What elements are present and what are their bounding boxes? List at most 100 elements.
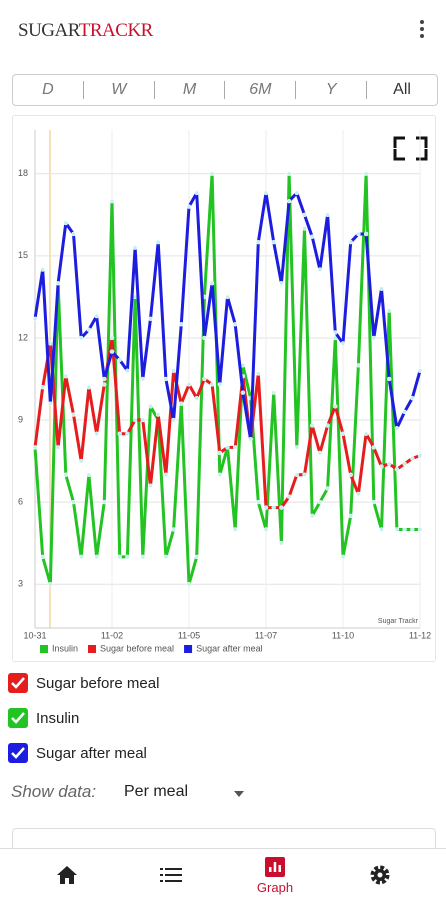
range-option[interactable]: W — [82, 81, 154, 99]
show-data-label: Show data: — [11, 782, 97, 801]
data-point — [363, 431, 369, 436]
list-icon[interactable] — [160, 867, 182, 883]
data-point — [263, 190, 269, 196]
data-point — [333, 335, 338, 341]
data-point — [148, 483, 153, 488]
data-point — [155, 239, 161, 245]
data-point — [232, 322, 238, 327]
legend-label: Sugar after meal — [196, 643, 263, 653]
data-point — [55, 280, 61, 286]
data-point — [86, 472, 92, 478]
data-point — [417, 527, 423, 532]
data-point — [194, 554, 199, 560]
data-point — [317, 267, 323, 272]
data-point — [325, 486, 330, 491]
data-point — [86, 384, 92, 390]
data-point — [394, 527, 400, 532]
data-point — [286, 494, 292, 499]
range-option[interactable]: D — [42, 81, 54, 98]
checkbox[interactable] — [8, 743, 28, 763]
data-point — [232, 527, 238, 532]
range-option[interactable]: M — [153, 81, 225, 99]
data-point — [302, 212, 307, 218]
x-tick-label: 11-02 — [101, 630, 123, 640]
data-point — [410, 395, 415, 401]
brand-part: SUGAR — [18, 20, 79, 41]
data-point — [402, 409, 407, 415]
data-point — [179, 322, 184, 327]
data-point — [279, 540, 284, 546]
data-point — [410, 527, 415, 532]
data-point — [240, 363, 246, 368]
show-data-select[interactable]: Per meal — [124, 783, 189, 800]
chart: 3 6 9 12 15 18 10-31 11-02 11-05 11-07 11-10 11-12 S… — [18, 130, 431, 653]
data-point — [225, 294, 230, 300]
data-point — [117, 431, 122, 436]
data-point — [48, 581, 53, 587]
data-point — [209, 382, 215, 387]
data-point — [317, 450, 323, 456]
data-point — [163, 472, 169, 478]
data-point — [263, 505, 269, 510]
data-point — [386, 308, 392, 313]
x-tick-label: 11-05 — [178, 630, 200, 640]
bottom-nav — [0, 848, 446, 901]
fullscreen-icon[interactable] — [393, 136, 428, 161]
settings-icon[interactable] — [369, 864, 391, 886]
data-point — [78, 335, 84, 341]
menu-icon[interactable] — [414, 18, 430, 40]
data-point — [302, 472, 307, 478]
toggle-label[interactable]: Sugar before meal — [36, 674, 160, 692]
data-point — [186, 382, 192, 387]
data-point — [102, 382, 107, 387]
data-point — [256, 239, 261, 245]
range-option[interactable]: All — [366, 81, 437, 99]
data-point — [125, 431, 130, 436]
data-point — [71, 231, 76, 237]
series-toggle[interactable]: Sugar after meal — [8, 741, 147, 765]
data-point — [148, 404, 153, 409]
data-point — [256, 499, 261, 505]
toggle-label[interactable]: Insulin — [36, 709, 80, 727]
checkbox[interactable] — [8, 708, 28, 728]
data-point — [371, 445, 377, 450]
data-point — [348, 472, 353, 478]
data-point — [63, 472, 69, 478]
data-point — [209, 171, 215, 177]
range-option[interactable]: Y — [295, 81, 366, 99]
data-point — [309, 513, 315, 519]
data-point — [294, 190, 300, 196]
dropdown-arrow[interactable] — [233, 790, 245, 798]
legend-label: Sugar before meal — [100, 643, 174, 653]
toggle-label[interactable]: Sugar after meal — [36, 744, 147, 762]
data-point — [286, 198, 292, 204]
data-point — [148, 316, 153, 322]
range-option[interactable]: 6M — [224, 81, 295, 99]
data-point — [55, 445, 61, 450]
series-toggle[interactable]: Sugar before meal — [8, 671, 159, 695]
data-point — [263, 527, 269, 532]
data-point — [317, 499, 323, 505]
data-point — [325, 423, 330, 428]
data-point — [379, 464, 384, 469]
data-point — [186, 581, 192, 587]
data-point — [340, 341, 346, 346]
graph-icon[interactable] — [265, 857, 285, 877]
data-point — [417, 368, 423, 374]
data-point — [294, 472, 300, 478]
y-tick-label: 15 — [18, 250, 28, 260]
data-point — [140, 554, 146, 560]
data-point — [109, 335, 115, 341]
data-point — [209, 280, 215, 286]
series-toggle[interactable]: Insulin — [8, 706, 79, 730]
legend-swatch — [184, 645, 193, 653]
data-point — [86, 327, 92, 332]
checkbox[interactable] — [8, 673, 28, 693]
data-point — [309, 423, 315, 428]
nav-label[interactable]: Graph — [256, 880, 294, 895]
home-icon[interactable] — [56, 865, 78, 885]
brand: SUGARTRACKR — [18, 20, 153, 42]
data-point — [217, 382, 223, 387]
data-point — [386, 461, 392, 467]
